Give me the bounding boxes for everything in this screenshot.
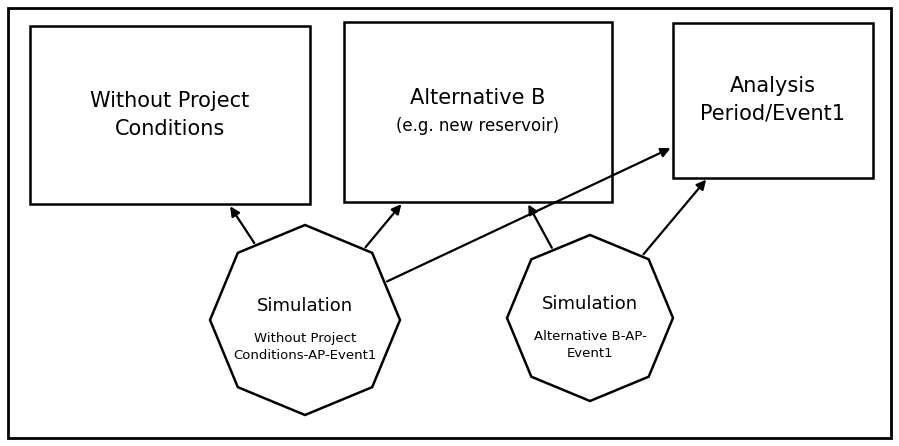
Polygon shape xyxy=(507,235,673,401)
Text: Without Project: Without Project xyxy=(91,91,250,112)
Text: Period/Event1: Period/Event1 xyxy=(700,103,845,124)
Text: (e.g. new reservoir): (e.g. new reservoir) xyxy=(396,116,559,135)
Text: Alternative B-AP-
Event1: Alternative B-AP- Event1 xyxy=(534,330,646,360)
Text: Simulation: Simulation xyxy=(257,297,353,314)
Bar xyxy=(673,22,873,178)
Text: Conditions: Conditions xyxy=(115,119,225,139)
Polygon shape xyxy=(210,225,400,415)
Text: Analysis: Analysis xyxy=(730,76,816,96)
Text: Without Project
Conditions-AP-Event1: Without Project Conditions-AP-Event1 xyxy=(234,332,377,362)
Bar xyxy=(344,22,612,202)
Bar xyxy=(30,26,310,204)
Text: Alternative B: Alternative B xyxy=(410,88,546,108)
Text: Simulation: Simulation xyxy=(542,294,638,313)
